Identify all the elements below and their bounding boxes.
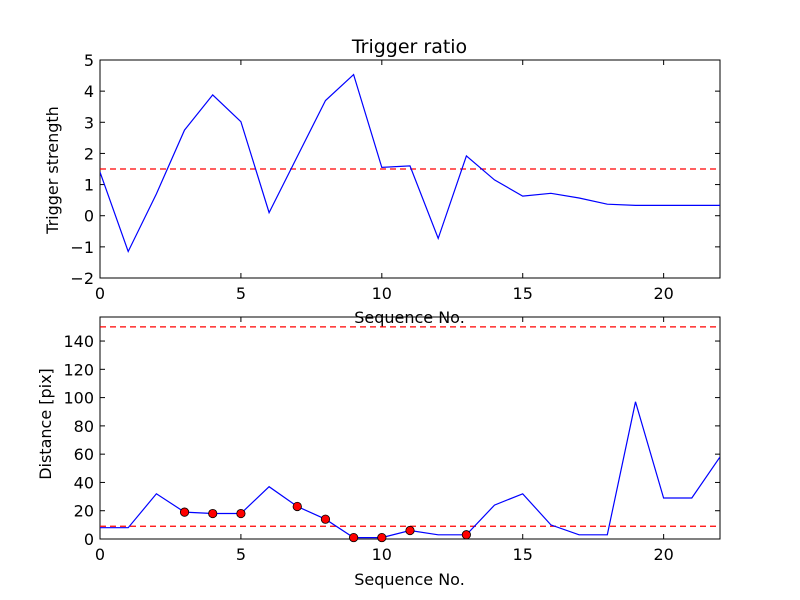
y-tick-label: 5 xyxy=(84,51,94,70)
y-tick-label: 100 xyxy=(63,389,94,408)
y-tick-label: 0 xyxy=(84,530,94,549)
x-tick-label: 0 xyxy=(95,545,105,564)
y-axis-label: Distance [pix] xyxy=(36,368,55,480)
data-point-marker xyxy=(461,530,471,540)
distance-plot: Sequence No. Distance [pix] 0 5 10 15 20 0 20 4… xyxy=(36,316,721,589)
y-axis-label: Trigger strength xyxy=(43,106,62,235)
x-tick-label: 20 xyxy=(653,284,673,303)
axes-frame xyxy=(99,316,721,540)
x-tick-label: 0 xyxy=(95,284,105,303)
data-point-marker xyxy=(349,532,359,543)
y-tick-label: 3 xyxy=(84,113,94,132)
x-tick-label: 15 xyxy=(513,545,533,564)
trigger-ratio-plot: Trigger ratio Sequence No. Trigger stren… xyxy=(43,36,721,327)
data-point-marker xyxy=(236,508,246,519)
y-tick-label: −1 xyxy=(70,238,94,257)
x-tick-label: 10 xyxy=(372,545,392,564)
y-tick-label: 140 xyxy=(63,332,94,351)
y-tick-label: 2 xyxy=(84,144,94,163)
x-tick-label: 5 xyxy=(236,545,246,564)
y-tick-label: 0 xyxy=(84,207,94,226)
series-line xyxy=(100,401,720,539)
y-tick-label: 4 xyxy=(84,82,94,101)
y-tick-label: 60 xyxy=(74,445,94,464)
y-tick-label: −2 xyxy=(70,269,94,288)
x-axis-label: Sequence No. xyxy=(354,570,465,589)
data-point-marker xyxy=(179,507,190,517)
data-point-marker xyxy=(208,508,218,519)
y-tick-label: 20 xyxy=(74,502,94,521)
y-tick-label: 120 xyxy=(63,360,94,379)
x-tick-label: 5 xyxy=(236,284,246,303)
x-tick-label: 20 xyxy=(653,545,673,564)
y-tick-label: 40 xyxy=(74,473,94,492)
series-line xyxy=(100,73,720,254)
data-point-marker xyxy=(292,501,302,512)
y-tick-label: 80 xyxy=(74,417,94,436)
data-point-marker xyxy=(405,525,415,536)
x-tick-label: 10 xyxy=(372,284,392,303)
data-point-marker xyxy=(377,532,387,543)
y-tick-label: 1 xyxy=(84,176,94,195)
x-tick-label: 15 xyxy=(513,284,533,303)
plot-title: Trigger ratio xyxy=(351,36,467,58)
data-point-marker xyxy=(320,514,331,524)
